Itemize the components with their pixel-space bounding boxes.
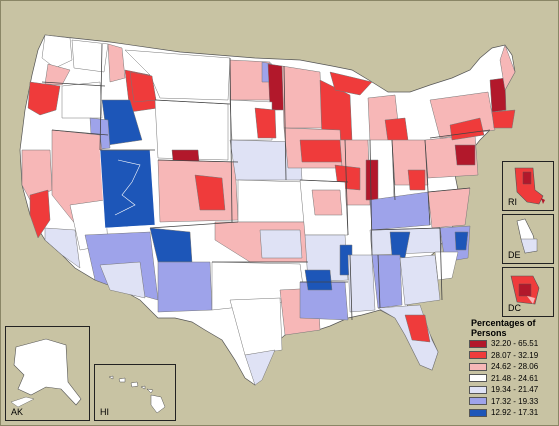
region-ut: [99, 149, 156, 229]
region-or-east: [61, 81, 103, 119]
inset-de-label: DE: [508, 250, 521, 260]
region-ca-south: [44, 227, 81, 269]
region-wa-east: [71, 39, 109, 73]
legend-label: 24.62 - 28.06: [491, 362, 539, 372]
inset-dc: DC: [502, 267, 554, 317]
region-pa-red: [454, 144, 476, 166]
region-nm-south: [157, 261, 213, 313]
inset-ak-label: AK: [11, 407, 24, 417]
inset-hi-label: HI: [100, 407, 109, 417]
legend-items: 32.20 - 65.51 28.07 - 32.19 24.62 - 28.06 2…: [469, 338, 557, 419]
region-ok-mix: [259, 229, 303, 259]
region-sc: [434, 251, 459, 281]
legend-label: 21.48 - 24.61: [491, 373, 539, 383]
region-in-red: [365, 159, 379, 201]
legend-swatch: [469, 374, 487, 383]
legend-swatch: [469, 351, 487, 360]
region-id-north: [107, 43, 126, 83]
region-ks: [237, 179, 306, 223]
region-wa-south: [44, 63, 71, 86]
legend-title: Percentages of Persons: [471, 318, 536, 338]
region-ca-bay: [29, 189, 51, 239]
legend: Percentages of Persons 32.20 - 65.51 28.0…: [469, 318, 557, 419]
region-ut-lines: [114, 159, 141, 216]
region-la-blue: [304, 269, 333, 291]
region-mi-up: [329, 71, 373, 96]
legend-item: 12.92 - 17.31: [469, 407, 557, 419]
region-tx-central: [229, 297, 283, 356]
region-ga: [399, 254, 441, 306]
region-mi-red: [384, 117, 409, 143]
legend-swatch: [469, 408, 487, 417]
region-az-south: [99, 261, 146, 299]
region-tx-south: [244, 349, 276, 386]
region-mt-red: [129, 71, 157, 103]
region-ma: [491, 109, 516, 129]
legend-label: 32.20 - 65.51: [491, 339, 539, 349]
inset-hi: HI: [94, 364, 176, 421]
ak-shape: [13, 338, 82, 406]
region-co-red: [194, 174, 226, 211]
legend-item: 21.48 - 24.61: [469, 373, 557, 385]
region-mt: [124, 49, 231, 101]
legend-item: 32.20 - 65.51: [469, 338, 557, 350]
legend-swatch: [469, 362, 487, 371]
region-vt-nh: [489, 77, 507, 113]
region-fl-red: [404, 314, 431, 343]
legend-label: 12.92 - 17.31: [491, 408, 539, 418]
region-mn: [281, 65, 323, 129]
region-mo-pink: [311, 189, 343, 216]
region-ia-red: [299, 139, 343, 163]
region-me: [499, 44, 516, 91]
inset-de: DE: [502, 214, 554, 264]
state-borders: [41, 43, 491, 321]
legend-swatch: [469, 339, 487, 348]
region-va: [427, 187, 471, 229]
inset-ak: AK: [5, 326, 90, 421]
ri-shape: [514, 167, 544, 205]
legend-item: 24.62 - 28.06: [469, 361, 557, 373]
region-wa-west: [41, 34, 73, 69]
legend-label: 19.34 - 21.47: [491, 385, 539, 395]
inset-ri-label: RI: [508, 197, 517, 207]
region-or-nw: [27, 81, 61, 116]
inset-dc-label: DC: [508, 303, 521, 313]
legend-label: 17.32 - 19.33: [491, 396, 539, 406]
legend-swatch: [469, 385, 487, 394]
legend-item: 28.07 - 32.19: [469, 350, 557, 362]
region-nc-blue: [454, 231, 469, 251]
legend-swatch: [469, 397, 487, 406]
legend-item: 17.32 - 19.33: [469, 396, 557, 408]
region-oh-red: [407, 169, 426, 191]
legend-label: 28.07 - 32.19: [491, 350, 539, 360]
hi-islands: [108, 375, 166, 414]
legend-item: 19.34 - 21.47: [469, 384, 557, 396]
inset-ri: RI: [502, 161, 554, 211]
region-sd-red: [254, 107, 277, 139]
region-ms: [347, 254, 376, 313]
